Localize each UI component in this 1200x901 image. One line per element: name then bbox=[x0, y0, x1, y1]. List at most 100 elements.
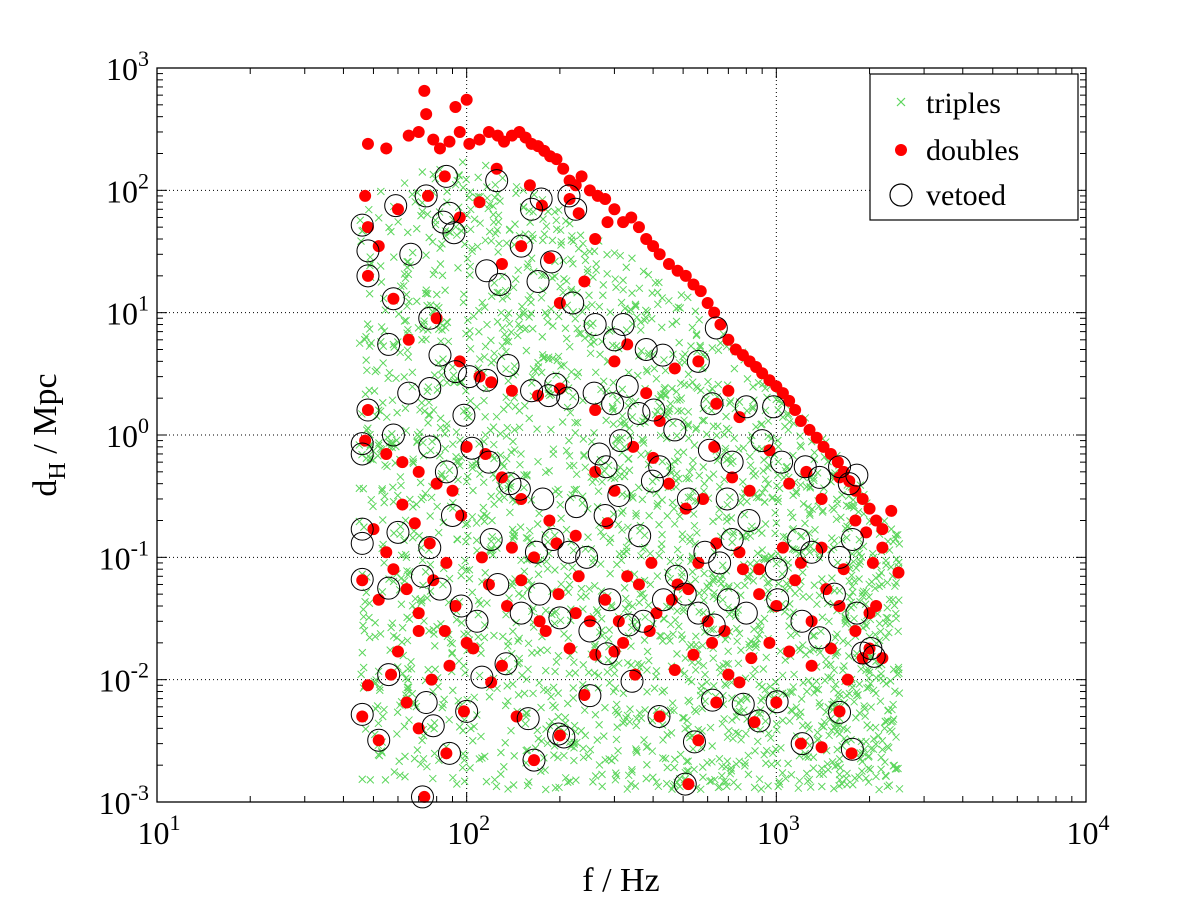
triples-point bbox=[597, 614, 606, 623]
triples-point bbox=[840, 662, 848, 670]
triples-point bbox=[542, 222, 551, 231]
doubles-point bbox=[361, 137, 374, 150]
triples-point bbox=[443, 420, 451, 428]
triples-point bbox=[681, 724, 690, 733]
triples-point bbox=[461, 520, 470, 529]
doubles-point bbox=[783, 645, 796, 658]
vetoed-point bbox=[845, 463, 869, 487]
triples-point bbox=[876, 697, 885, 706]
triples-point bbox=[358, 648, 367, 657]
triples-point bbox=[760, 750, 769, 759]
triples-point bbox=[460, 777, 469, 786]
vetoed-point bbox=[601, 392, 625, 416]
doubles-point bbox=[557, 162, 570, 175]
triples-point bbox=[666, 706, 675, 715]
triples-point bbox=[437, 371, 446, 379]
triples-point bbox=[419, 581, 427, 590]
triples-point bbox=[724, 455, 732, 463]
triples-point bbox=[736, 696, 745, 704]
triples-point bbox=[698, 763, 707, 772]
triples-point bbox=[789, 608, 798, 617]
doubles-series bbox=[356, 84, 905, 803]
triples-point bbox=[835, 754, 844, 763]
doubles-point bbox=[359, 434, 372, 447]
triples-point bbox=[463, 406, 471, 414]
doubles-point bbox=[645, 556, 658, 569]
triples-point bbox=[502, 365, 510, 373]
triples-point bbox=[655, 551, 663, 560]
doubles-point bbox=[412, 465, 425, 478]
triples-point bbox=[612, 771, 621, 780]
triples-point bbox=[552, 371, 561, 379]
triples-point bbox=[466, 326, 474, 335]
triples-point bbox=[468, 736, 477, 745]
triples-point bbox=[624, 600, 633, 609]
triples-point bbox=[401, 404, 410, 413]
triples-point bbox=[866, 765, 875, 774]
triples-point bbox=[718, 762, 726, 771]
triples-point bbox=[426, 587, 435, 595]
vetoed-point bbox=[631, 609, 655, 633]
triples-point bbox=[894, 663, 903, 672]
triples-point bbox=[855, 560, 864, 568]
triples-point bbox=[731, 728, 740, 737]
triples-point bbox=[683, 716, 691, 725]
triples-point bbox=[539, 354, 548, 362]
triples-point bbox=[598, 632, 606, 640]
triples-point bbox=[541, 308, 550, 317]
doubles-point bbox=[402, 333, 415, 346]
doubles-point bbox=[856, 492, 869, 505]
vetoed-point bbox=[737, 509, 761, 533]
triples-point bbox=[808, 505, 817, 513]
triples-point bbox=[439, 518, 448, 527]
doubles-point bbox=[805, 615, 818, 628]
triples-point bbox=[621, 604, 630, 613]
triples-point bbox=[720, 430, 729, 439]
triples-point bbox=[781, 774, 790, 783]
doubles-point bbox=[449, 600, 462, 613]
vetoed-point bbox=[356, 264, 380, 288]
triples-point bbox=[397, 600, 406, 609]
triples-point bbox=[728, 716, 736, 724]
legend-marker-vetoed bbox=[889, 183, 913, 207]
triples-point bbox=[538, 236, 547, 245]
triples-point bbox=[547, 425, 555, 434]
triples-point bbox=[653, 572, 662, 580]
triples-point bbox=[842, 533, 851, 542]
legend-label-vetoed: vetoed bbox=[926, 179, 1006, 212]
triples-point bbox=[882, 556, 890, 565]
triples-point bbox=[606, 569, 614, 578]
triples-point bbox=[378, 398, 387, 407]
triples-point bbox=[872, 772, 880, 781]
triples-point bbox=[755, 630, 764, 639]
triples-point bbox=[404, 665, 412, 673]
triples-point bbox=[883, 717, 892, 725]
triples-point bbox=[727, 766, 736, 775]
doubles-point bbox=[783, 477, 796, 490]
x-tick-label: 102 bbox=[447, 810, 490, 851]
triples-point bbox=[401, 772, 409, 781]
triples-point bbox=[408, 689, 417, 698]
doubles-point bbox=[463, 137, 476, 150]
triples-point bbox=[522, 324, 531, 333]
triples-point bbox=[860, 702, 868, 710]
x-tick-label: 101 bbox=[138, 810, 181, 851]
triples-point bbox=[578, 396, 587, 405]
triples-point bbox=[864, 778, 873, 786]
triples-point bbox=[894, 558, 903, 567]
triples-point bbox=[556, 500, 565, 509]
triples-point bbox=[628, 602, 637, 611]
triples-point bbox=[501, 738, 510, 747]
triples-point bbox=[724, 726, 733, 735]
triples-point bbox=[430, 724, 438, 733]
triples-point bbox=[523, 585, 532, 594]
triples-point bbox=[843, 725, 852, 734]
triples-point bbox=[753, 634, 762, 643]
triples-point bbox=[613, 560, 621, 569]
doubles-point bbox=[710, 397, 723, 410]
triples-point bbox=[523, 263, 532, 272]
vetoed-point bbox=[750, 429, 774, 453]
triples-point bbox=[359, 621, 367, 630]
doubles-point bbox=[505, 541, 518, 554]
triples-point bbox=[674, 406, 682, 415]
